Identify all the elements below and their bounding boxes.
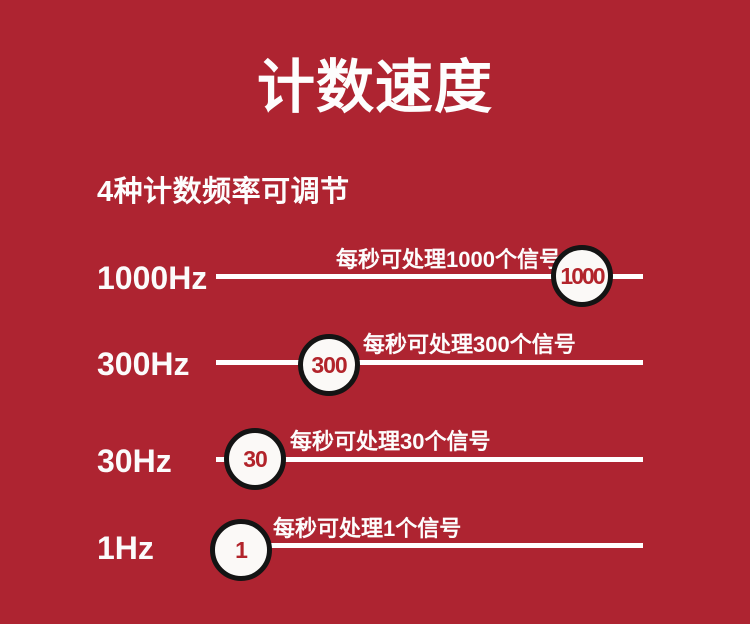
throughput-annotation-1hz: 每秒可处理1个信号: [273, 516, 462, 541]
throughput-annotation-300hz: 每秒可处理300个信号: [363, 332, 576, 357]
knob-value: 1: [235, 536, 248, 563]
frequency-knob-300hz: 300: [298, 334, 360, 396]
knob-value: 300: [311, 351, 347, 378]
frequency-track-1hz: [216, 543, 643, 548]
frequency-track-1000hz: [216, 274, 643, 279]
frequency-label-300hz: 300Hz: [97, 346, 190, 382]
frequency-label-30hz: 30Hz: [97, 443, 172, 479]
page-title: 计数速度: [256, 55, 493, 120]
frequency-label-1hz: 1Hz: [97, 530, 154, 566]
throughput-annotation-30hz: 每秒可处理30个信号: [290, 429, 491, 454]
frequency-track-30hz: [216, 457, 643, 462]
knob-value: 30: [243, 445, 268, 472]
frequency-knob-1000hz: 1000: [551, 245, 613, 307]
frequency-knob-30hz: 30: [224, 428, 286, 490]
frequency-label-1000hz: 1000Hz: [97, 260, 208, 296]
frequency-track-300hz: [216, 360, 643, 365]
page-subtitle: 4种计数频率可调节: [97, 176, 350, 208]
throughput-annotation-1000hz: 每秒可处理1000个信号: [336, 247, 561, 272]
knob-value: 1000: [560, 262, 605, 289]
frequency-knob-1hz: 1: [210, 519, 272, 581]
